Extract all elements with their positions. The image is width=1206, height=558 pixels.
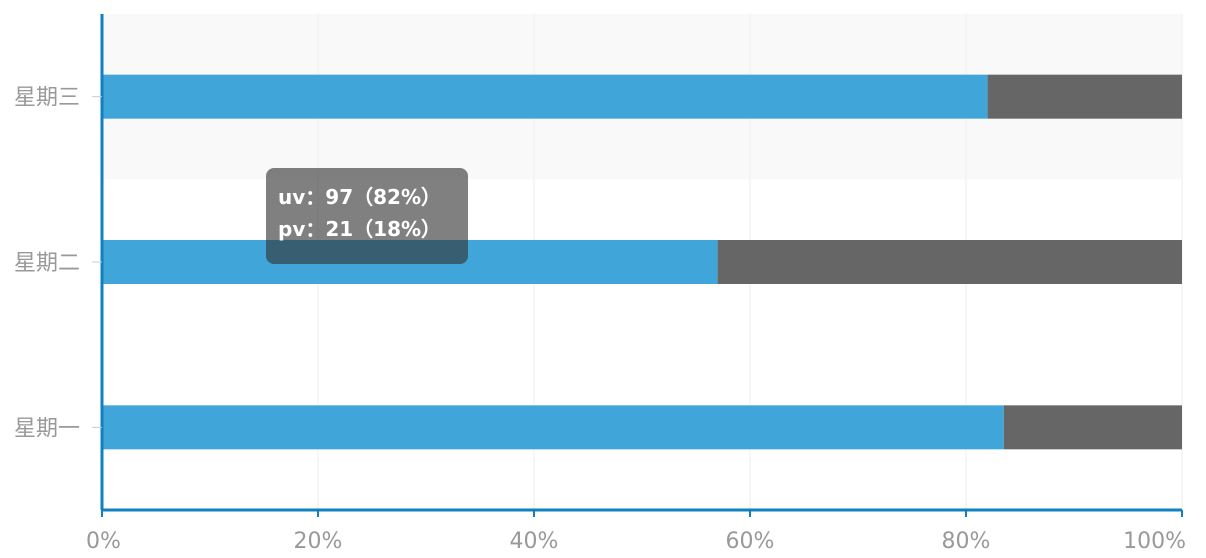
bar-pv-2 (717, 240, 1182, 284)
x-tick-label: 60% (726, 529, 775, 554)
bar-uv-3 (102, 74, 988, 119)
x-tick-label: 0% (86, 529, 121, 554)
bar-uv-1 (102, 405, 1004, 450)
x-tick-label: 40% (510, 529, 559, 554)
x-tick-label: 80% (942, 529, 991, 554)
x-tick-label: 100% (1123, 529, 1186, 554)
bar-uv-2 (102, 240, 718, 284)
y-category-label: 星期三 (14, 86, 80, 111)
y-category-label: 星期一 (14, 416, 80, 441)
x-tick-label: 20% (294, 529, 343, 554)
bar-pv-1 (1003, 405, 1182, 450)
y-category-label: 星期二 (14, 251, 80, 276)
bar-pv-3 (987, 74, 1182, 119)
